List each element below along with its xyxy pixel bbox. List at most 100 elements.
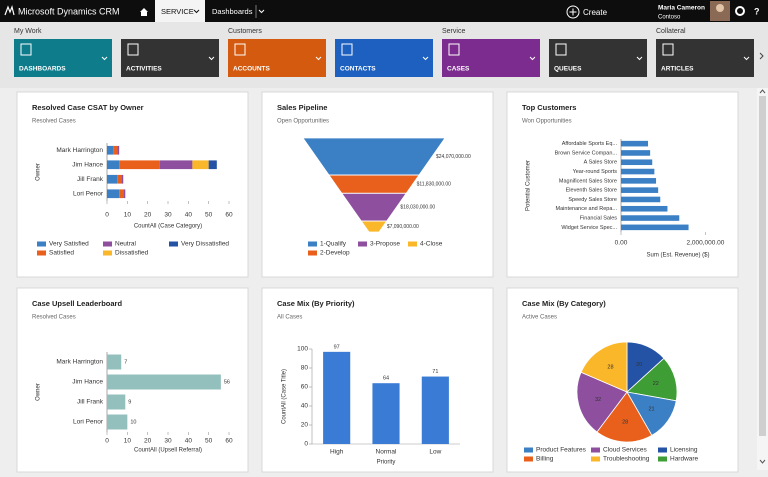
home-icon[interactable] <box>140 8 148 16</box>
bar <box>107 394 126 410</box>
tile-icon <box>127 43 139 56</box>
legend-label: 2-Develop <box>320 250 350 257</box>
x-axis-label: CountAll (Upsell Referral) <box>134 448 202 454</box>
pie-slice <box>596 391 653 443</box>
category-label: Jim Hance <box>72 161 103 168</box>
category-label: Mark Harrington <box>56 147 103 154</box>
legend-swatch <box>591 456 600 462</box>
bar <box>107 160 120 170</box>
category-label: Lori Penor <box>73 419 104 426</box>
bar <box>117 145 120 155</box>
chart-subtitle: All Cases <box>277 315 302 321</box>
tick-label: 0.00 <box>615 240 628 247</box>
tick-label: 60 <box>225 212 233 219</box>
category-label: Jill Frank <box>77 176 104 183</box>
y-axis-label: CountAll (Case Title) <box>282 369 288 424</box>
data-label: 97 <box>334 344 340 350</box>
data-label: 7 <box>124 359 127 365</box>
nav-next[interactable] <box>759 52 764 60</box>
legend-swatch <box>408 241 417 247</box>
tick-label: 0 <box>304 441 308 448</box>
bar <box>159 160 193 170</box>
area-label[interactable]: SERVICE <box>161 7 194 16</box>
nav-tile[interactable] <box>335 39 433 77</box>
tile-chevron <box>422 56 429 61</box>
nav-tile[interactable] <box>549 39 647 77</box>
x-axis-label: Sum (Est. Revenue) ($) <box>646 253 709 259</box>
category-label: Low <box>429 449 441 456</box>
bar <box>621 196 661 203</box>
y-axis-label: Owner <box>36 383 42 401</box>
bar <box>621 159 653 166</box>
chevron <box>258 9 265 14</box>
legend-swatch <box>103 250 112 256</box>
logo <box>4 5 15 16</box>
chart-subtitle: Resolved Cases <box>32 315 76 321</box>
user-name[interactable]: Maria Cameron <box>658 5 705 12</box>
category-label: Affordable Sports Eq... <box>562 141 618 147</box>
tile-chevron <box>743 56 750 61</box>
tile-label[interactable]: CONTACTS <box>340 66 376 73</box>
bar <box>323 351 351 444</box>
scroll-thumb[interactable] <box>759 96 766 436</box>
nav-tile[interactable] <box>656 39 754 77</box>
nav-tile[interactable] <box>14 39 112 77</box>
create-label[interactable]: Create <box>583 8 608 17</box>
tick-label: 20 <box>144 212 152 219</box>
tile-chevron <box>208 56 215 61</box>
section-label[interactable]: Dashboards <box>212 7 253 16</box>
scroll-arrows[interactable] <box>759 89 766 464</box>
tile-label[interactable]: QUEUES <box>554 66 582 73</box>
legend-swatch <box>37 241 46 247</box>
category-label: Financial Sales <box>580 216 618 222</box>
tick-label: 10 <box>124 438 132 445</box>
chart-title: Case Mix (By Priority) <box>277 299 355 308</box>
tile-chevron <box>101 56 108 61</box>
tile-icon <box>234 43 246 56</box>
bar <box>107 145 114 155</box>
bar <box>119 160 160 170</box>
create-plus <box>569 8 577 16</box>
tick-label: 40 <box>185 212 193 219</box>
tile-label[interactable]: ACCOUNTS <box>233 66 270 73</box>
area-tab[interactable] <box>155 0 205 22</box>
data-label: 9 <box>128 399 131 405</box>
legend-label: Satisfied <box>49 250 74 257</box>
category-label: A Sales Store <box>584 160 617 166</box>
y-axis-label: Potential Customer <box>526 160 532 211</box>
tile-label[interactable]: CASES <box>447 66 470 73</box>
create-icon[interactable] <box>566 5 580 19</box>
chart-subtitle: Active Cases <box>522 315 557 321</box>
legend-swatch <box>358 241 367 247</box>
avatar-face <box>716 4 724 12</box>
legend-label: 1-Qualify <box>320 241 347 248</box>
tile-label[interactable]: ARTICLES <box>661 66 694 73</box>
data-label: $11,830,000.00 <box>417 182 452 188</box>
bar <box>107 189 120 199</box>
tile-label[interactable]: DASHBOARDS <box>19 66 66 73</box>
tile-label[interactable]: ACTIVITIES <box>126 66 162 73</box>
tick-label: 30 <box>164 212 172 219</box>
tick-label: 0 <box>105 438 109 445</box>
help-icon[interactable]: ? <box>754 6 760 16</box>
x-axis-label: CountAll (Case Category) <box>134 224 202 230</box>
nav-tile[interactable] <box>121 39 219 77</box>
data-label: $18,030,000.00 <box>400 205 435 211</box>
nav-tile[interactable] <box>228 39 326 77</box>
tick-label: 2,000,000.00 <box>686 240 724 247</box>
bar <box>123 189 126 199</box>
nav-tile[interactable] <box>442 39 540 77</box>
group-label: Customers <box>228 28 262 35</box>
chart-subtitle: Won Opportunities <box>522 119 572 125</box>
y-axis-label: Owner <box>36 163 42 181</box>
tile-icon <box>662 43 674 56</box>
settings-icon[interactable] <box>735 6 745 16</box>
legend-swatch <box>591 447 600 453</box>
org-name: Contoso <box>658 15 681 21</box>
legend-swatch <box>524 447 533 453</box>
category-label: Magnificent Sales Store <box>559 178 617 184</box>
bar <box>107 414 128 430</box>
tick-label: 100 <box>297 346 308 353</box>
legend-label: Dissatisfied <box>115 250 149 257</box>
chart-title: Sales Pipeline <box>277 103 327 112</box>
